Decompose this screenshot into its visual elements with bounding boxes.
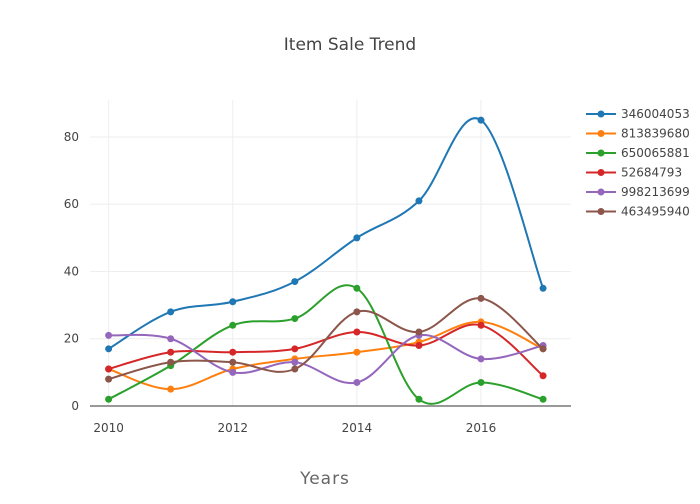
data-point — [353, 348, 361, 356]
data-point — [415, 197, 423, 205]
data-point — [105, 345, 113, 353]
legend-marker — [597, 169, 605, 176]
legend-item[interactable]: 813839680 — [586, 127, 690, 141]
x-axis-label: Years — [299, 469, 350, 489]
data-point — [539, 345, 547, 353]
y-tick-label: 80 — [64, 130, 79, 144]
data-point — [477, 321, 485, 329]
y-tick-label: 0 — [71, 399, 79, 413]
data-point — [229, 321, 237, 329]
legend-item[interactable]: 346004053 — [586, 107, 690, 121]
data-point — [105, 331, 113, 339]
data-point — [105, 395, 113, 403]
data-point — [353, 234, 361, 242]
legend-marker — [597, 208, 605, 215]
legend-label: 998213699 — [621, 185, 690, 199]
series-line — [108, 284, 544, 405]
y-tick-label: 60 — [64, 197, 79, 211]
data-point — [291, 315, 299, 323]
x-tick-label: 2012 — [217, 421, 248, 435]
data-point — [291, 345, 299, 353]
data-point — [415, 395, 423, 403]
legend-label: 650065881 — [621, 146, 690, 160]
data-point — [353, 378, 361, 386]
data-point — [167, 335, 175, 343]
y-tick-label: 20 — [64, 332, 79, 346]
data-point — [229, 298, 237, 306]
data-point — [167, 385, 175, 393]
legend-marker — [597, 130, 605, 137]
data-point — [353, 284, 361, 292]
series-line — [108, 320, 544, 391]
data-point — [415, 341, 423, 349]
data-point — [167, 358, 175, 366]
data-point — [291, 365, 299, 373]
legend-label: 52684793 — [621, 166, 682, 180]
data-point — [105, 365, 113, 373]
data-point — [291, 278, 299, 286]
series-346004053 — [105, 116, 547, 353]
legend-label: 813839680 — [621, 127, 690, 141]
legend-marker — [597, 110, 605, 118]
legend-item[interactable]: 52684793 — [586, 166, 682, 180]
data-point — [229, 358, 237, 366]
legend-marker — [597, 149, 605, 157]
series-line — [108, 333, 544, 385]
data-point — [477, 116, 485, 124]
data-point — [415, 328, 423, 336]
data-point — [167, 308, 175, 316]
legend-label: 463495940 — [621, 205, 690, 219]
legend-item[interactable]: 463495940 — [586, 205, 690, 219]
data-point — [229, 368, 237, 376]
chart-title: Item Sale Trend — [284, 35, 416, 55]
data-point — [539, 372, 547, 380]
series-52684793 — [105, 321, 547, 380]
y-tick-label: 40 — [64, 264, 79, 278]
data-point — [353, 328, 361, 336]
data-point — [477, 355, 485, 363]
legend-item[interactable]: 650065881 — [586, 146, 690, 160]
x-tick-label: 2014 — [342, 421, 373, 435]
data-point — [539, 395, 547, 403]
data-point — [105, 375, 113, 383]
series-line — [108, 117, 545, 350]
legend-label: 346004053 — [621, 107, 690, 121]
data-point — [229, 348, 237, 356]
x-tick-label: 2016 — [466, 421, 497, 435]
legend-marker — [597, 188, 605, 196]
data-point — [291, 358, 299, 366]
series-463495940 — [105, 294, 547, 383]
legend-item[interactable]: 998213699 — [586, 185, 690, 199]
series-line — [108, 323, 544, 377]
data-point — [477, 378, 485, 386]
data-point — [539, 284, 547, 292]
data-point — [167, 348, 175, 356]
data-point — [477, 294, 485, 302]
data-point — [353, 308, 361, 316]
x-tick-label: 2010 — [93, 421, 124, 435]
